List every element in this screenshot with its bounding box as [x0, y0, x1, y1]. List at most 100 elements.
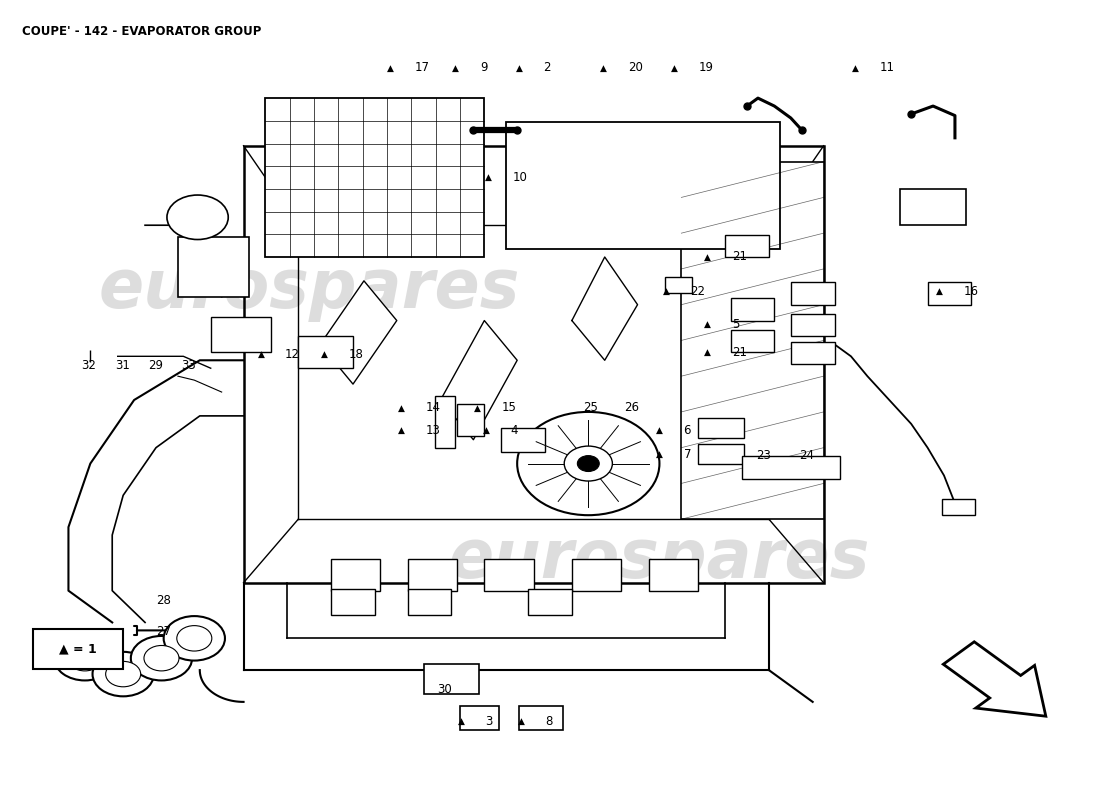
Text: 19: 19 — [698, 62, 714, 74]
Polygon shape — [572, 257, 638, 360]
Bar — [697, 418, 744, 438]
Polygon shape — [441, 321, 517, 440]
Text: ▲: ▲ — [485, 173, 492, 182]
Text: 31: 31 — [116, 359, 131, 372]
Text: 6: 6 — [683, 424, 691, 437]
Text: 29: 29 — [148, 359, 163, 372]
Text: 4: 4 — [510, 424, 518, 437]
Text: ▲: ▲ — [936, 286, 943, 296]
Text: 9: 9 — [480, 62, 487, 74]
Text: 16: 16 — [964, 285, 979, 298]
Circle shape — [54, 636, 116, 681]
Text: 21: 21 — [732, 250, 747, 263]
Circle shape — [177, 626, 212, 651]
Text: 28: 28 — [156, 594, 170, 606]
Text: 11: 11 — [879, 62, 894, 74]
Text: 30: 30 — [438, 683, 452, 697]
Text: 8: 8 — [546, 715, 553, 728]
Text: ▲: ▲ — [662, 286, 670, 296]
Bar — [791, 342, 835, 364]
Text: 13: 13 — [426, 424, 440, 437]
Bar — [484, 559, 534, 590]
Bar — [500, 428, 544, 452]
Bar — [298, 337, 353, 368]
Text: 33: 33 — [182, 359, 196, 372]
Bar — [697, 444, 744, 463]
Text: 25: 25 — [583, 402, 597, 414]
Text: 15: 15 — [502, 402, 517, 414]
Text: 3: 3 — [485, 715, 493, 728]
Circle shape — [517, 412, 659, 515]
Bar — [331, 589, 375, 614]
Text: 12: 12 — [285, 348, 300, 362]
Bar — [408, 589, 451, 614]
Text: 14: 14 — [426, 402, 440, 414]
Bar — [681, 162, 824, 519]
Bar — [791, 314, 835, 337]
Text: 27: 27 — [156, 626, 170, 638]
Circle shape — [167, 195, 228, 239]
Text: ▲: ▲ — [704, 348, 711, 357]
Text: eurospares: eurospares — [449, 526, 870, 592]
Text: 2: 2 — [543, 62, 551, 74]
Bar — [506, 122, 780, 249]
Text: 7: 7 — [683, 447, 691, 461]
Text: ▲: ▲ — [656, 426, 663, 434]
Circle shape — [106, 662, 141, 686]
Text: ▲: ▲ — [398, 403, 405, 413]
Polygon shape — [320, 281, 397, 384]
Text: ▲: ▲ — [387, 63, 394, 73]
Bar — [927, 282, 971, 305]
Circle shape — [67, 646, 102, 671]
Circle shape — [92, 652, 154, 696]
Text: ▲: ▲ — [398, 426, 405, 434]
Text: eurospares: eurospares — [99, 256, 520, 322]
Circle shape — [164, 616, 224, 661]
Text: 20: 20 — [628, 62, 642, 74]
Text: 22: 22 — [690, 285, 705, 298]
Text: ▲: ▲ — [601, 63, 607, 73]
Text: ▲: ▲ — [474, 403, 481, 413]
Bar — [572, 559, 621, 590]
Text: ▲ = 1: ▲ = 1 — [59, 642, 97, 655]
Polygon shape — [944, 642, 1046, 716]
Text: ▲: ▲ — [656, 450, 663, 458]
Text: ▲: ▲ — [704, 320, 711, 329]
Bar — [730, 330, 774, 352]
Bar — [178, 237, 249, 297]
Text: 21: 21 — [732, 346, 747, 359]
Text: ▲: ▲ — [483, 426, 490, 434]
Text: ▲: ▲ — [452, 63, 460, 73]
Text: 10: 10 — [513, 171, 528, 184]
Bar — [408, 559, 456, 590]
Text: ▲: ▲ — [704, 253, 711, 262]
Bar — [725, 234, 769, 257]
Text: 5: 5 — [732, 318, 739, 331]
Bar — [425, 664, 478, 694]
Bar — [649, 559, 697, 590]
Text: ▲: ▲ — [671, 63, 679, 73]
Text: 18: 18 — [349, 348, 363, 362]
Text: 24: 24 — [800, 449, 814, 462]
Bar — [33, 629, 123, 669]
Bar — [519, 706, 563, 730]
Bar — [730, 298, 774, 321]
Circle shape — [564, 446, 613, 481]
Bar — [900, 190, 966, 226]
Text: ▲: ▲ — [851, 63, 859, 73]
Bar — [460, 706, 498, 730]
Bar — [331, 559, 381, 590]
Bar — [456, 404, 484, 436]
Text: ▲: ▲ — [518, 718, 525, 726]
Text: ▲: ▲ — [257, 350, 264, 359]
Bar — [942, 499, 975, 515]
Bar — [741, 456, 840, 479]
Bar — [664, 277, 692, 293]
Text: ▲: ▲ — [321, 350, 328, 359]
Bar — [528, 589, 572, 614]
Bar — [436, 396, 454, 448]
Text: 17: 17 — [415, 62, 429, 74]
Text: 32: 32 — [81, 359, 97, 372]
Bar — [791, 282, 835, 305]
Text: COUPE' - 142 - EVAPORATOR GROUP: COUPE' - 142 - EVAPORATOR GROUP — [22, 25, 262, 38]
